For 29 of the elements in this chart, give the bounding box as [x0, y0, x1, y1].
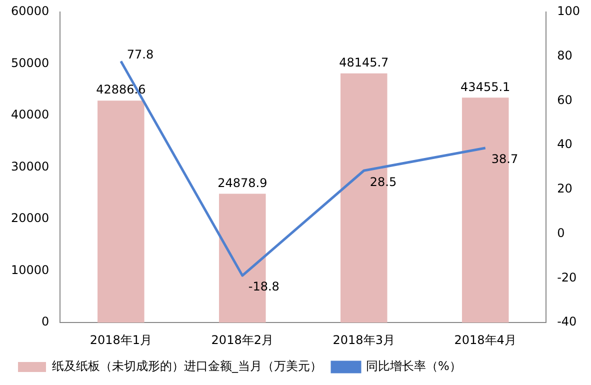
data-label: 43455.1: [460, 80, 510, 94]
y-tick-label: 30000: [10, 159, 50, 174]
legend-label: 同比增长率（%）: [366, 359, 462, 374]
data-label: 24878.9: [218, 176, 268, 190]
y2-tick-label: -40: [557, 314, 577, 329]
y-tick-label: 40000: [10, 108, 50, 122]
y-tick-label: 50000: [10, 56, 50, 70]
data-label: -18.8: [248, 280, 280, 294]
x-tick-label: 2018年2月: [211, 332, 274, 347]
y2-tick-label: 0: [557, 226, 565, 240]
data-label: 77.8: [126, 47, 154, 62]
legend-label: 纸及纸板（未切成形的）进口金额_当月（万美元）: [52, 359, 322, 374]
y2-tick-label: 20: [557, 182, 572, 196]
y-tick-label: 10000: [10, 262, 50, 277]
y2-tick-label: 60: [557, 92, 572, 107]
y-tick-label: 0: [42, 314, 50, 329]
y2-tick-label: -20: [557, 270, 577, 284]
x-tick-label: 2018年4月: [454, 332, 516, 347]
bar: [98, 100, 144, 323]
data-label: 28.5: [370, 174, 397, 189]
data-label: 48145.7: [339, 55, 389, 70]
y2-tick-label: 80: [557, 48, 572, 62]
y2-tick-label: 40: [557, 137, 572, 152]
y2-tick-label: 100: [557, 4, 580, 18]
data-label: 38.7: [491, 152, 518, 166]
x-tick-label: 2018年1月: [90, 332, 152, 347]
y-tick-label: 60000: [10, 4, 50, 18]
x-tick-label: 2018年3月: [332, 332, 395, 347]
y-tick-label: 20000: [10, 211, 50, 226]
